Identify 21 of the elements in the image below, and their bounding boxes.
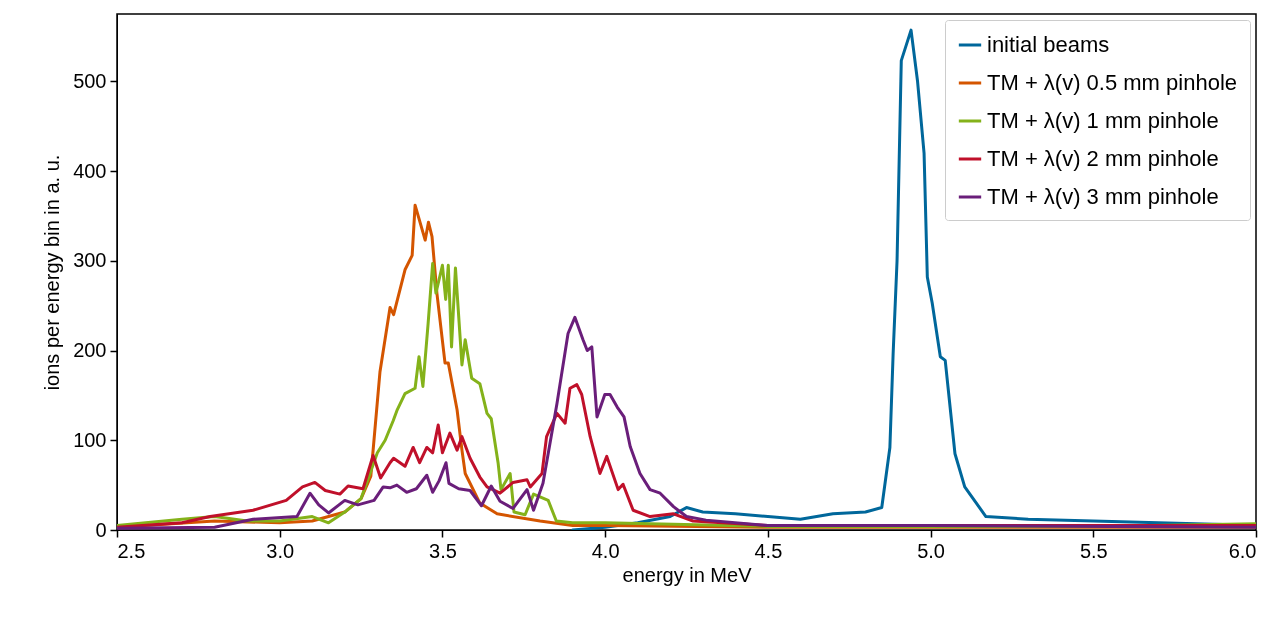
x-tick-label: 4.0 — [591, 539, 620, 562]
x-tick-label: 3.0 — [266, 539, 295, 562]
legend-label: TM + λ(v) 1 mm pinhole — [987, 108, 1219, 133]
y-tick-label: 100 — [73, 428, 107, 451]
x-tick-label: 2.5 — [117, 539, 146, 562]
x-tick-label: 5.0 — [917, 539, 945, 562]
y-tick-label: 500 — [73, 69, 107, 92]
legend-label: TM + λ(v) 0.5 mm pinhole — [987, 70, 1238, 95]
x-axis-title: energy in MeV — [622, 563, 753, 586]
y-tick-label: 200 — [73, 339, 107, 362]
legend-label: TM + λ(v) 2 mm pinhole — [987, 146, 1219, 171]
legend-label: initial beams — [987, 32, 1110, 57]
y-tick-label: 300 — [73, 249, 107, 272]
x-tick-label: 6.0 — [1228, 539, 1257, 562]
y-tick-label: 400 — [73, 159, 107, 182]
y-tick-label: 0 — [95, 518, 107, 541]
legend-label: TM + λ(v) 3 mm pinhole — [987, 184, 1219, 209]
x-tick-label: 5.5 — [1079, 539, 1108, 562]
x-tick-label: 4.5 — [754, 539, 783, 562]
y-axis-title: ions per energy bin in a. u. — [41, 154, 64, 391]
x-tick-label: 3.5 — [429, 539, 457, 562]
